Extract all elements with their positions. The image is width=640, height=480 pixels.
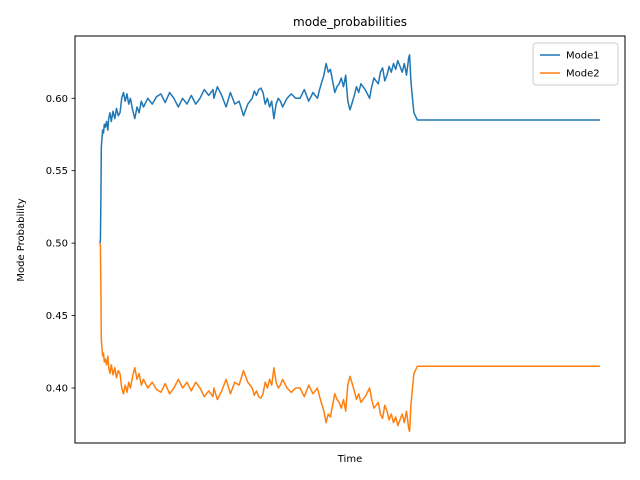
y-tick-label: 0.50 xyxy=(46,239,68,250)
y-tick-label: 0.45 xyxy=(46,311,68,322)
y-axis-label: Mode Probability xyxy=(16,198,27,281)
x-axis-label: Time xyxy=(337,454,362,465)
series-line-mode1 xyxy=(99,54,600,244)
y-tick-label: 0.60 xyxy=(46,94,68,105)
series-line-mode2 xyxy=(99,242,600,433)
legend-label-mode1: Mode1 xyxy=(566,51,600,62)
legend-label-mode2: Mode2 xyxy=(566,69,600,80)
plot-area xyxy=(99,54,600,433)
chart-title: mode_probabilities xyxy=(293,15,407,29)
legend: Mode1 Mode2 xyxy=(532,42,619,86)
legend-box xyxy=(532,42,619,86)
y-axis: 0.40 0.45 0.50 0.55 0.60 xyxy=(46,94,75,394)
plot-frame xyxy=(74,35,626,444)
y-tick-label: 0.55 xyxy=(46,166,68,177)
y-tick-label: 0.40 xyxy=(46,383,68,394)
